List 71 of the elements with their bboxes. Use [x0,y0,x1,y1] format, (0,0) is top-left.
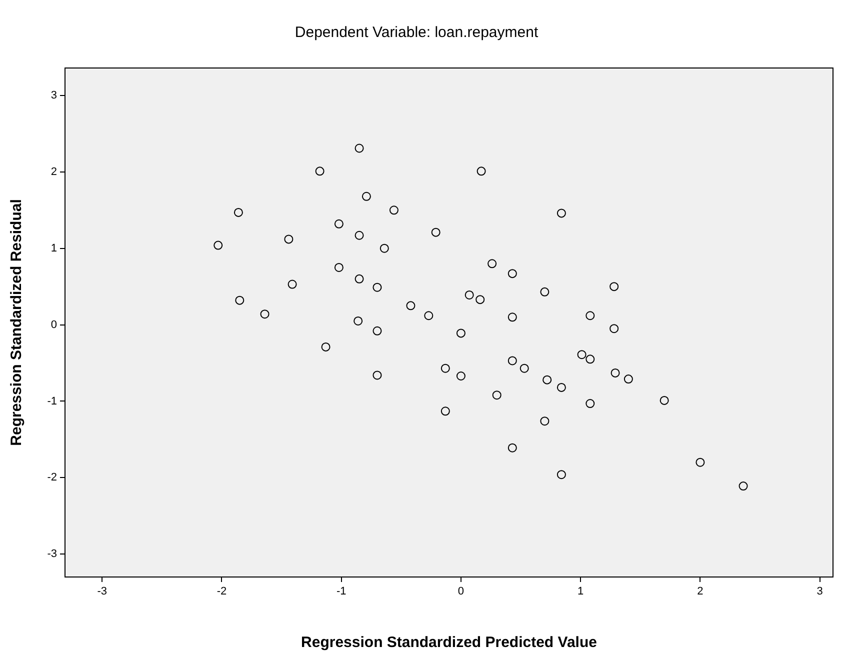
point [424,311,434,320]
point [234,208,243,217]
point [488,259,497,268]
point [577,350,586,360]
y-tick-label: -1 [47,395,57,408]
point [380,244,389,253]
point [440,364,450,373]
point [586,311,595,320]
point [372,326,382,336]
y-tick-label: -3 [47,548,57,560]
x-tick-label: -1 [336,586,346,598]
y-tick-label: -2 [47,472,57,484]
point [315,166,324,176]
point [389,206,398,215]
point [214,240,223,250]
point [738,482,748,491]
point [406,301,416,310]
point [456,372,466,380]
y-tick-label: 1 [50,242,57,254]
point [542,375,552,384]
y-tick-label: 3 [50,90,57,102]
point [354,274,364,284]
point [556,382,566,392]
point [260,310,270,319]
point [586,399,595,408]
point [508,443,517,452]
point [556,208,566,218]
point [321,342,330,352]
point [440,406,450,416]
point [362,192,371,201]
point [288,280,297,289]
x-tick-label: 0 [458,586,464,598]
point [540,287,550,296]
x-tick-label: 1 [578,586,584,598]
x-tick-label: -2 [216,586,227,598]
point [456,328,466,338]
x-axis-title: Regression Standardized Predicted Value [301,634,597,652]
point [492,390,502,400]
point [284,234,294,244]
point [334,219,344,228]
point [508,269,517,278]
chart-title: Dependent Variable: loan.repayment [294,24,539,42]
point [464,290,474,300]
point [235,296,244,305]
point [624,374,633,384]
point [372,282,382,292]
point [354,230,364,240]
point [610,324,619,334]
point [372,370,382,380]
point [354,144,364,153]
point [508,312,517,322]
point [334,262,344,272]
point [354,316,363,326]
point [431,228,440,237]
y-axis-title: Regression Standardized Residual [8,199,26,446]
x-tick-label: -3 [97,586,107,598]
x-tick-label: 2 [697,586,704,598]
point [520,364,529,373]
point [508,356,517,366]
point [556,470,566,480]
point [540,416,550,426]
point [586,354,595,364]
point [660,396,669,405]
point [610,282,619,292]
x-tick-label: 3 [816,586,823,598]
y-tick-label: 0 [50,318,57,331]
point [610,368,620,378]
point [476,295,485,304]
point [696,458,705,467]
y-tick-label: 2 [50,166,57,178]
point [476,166,486,176]
